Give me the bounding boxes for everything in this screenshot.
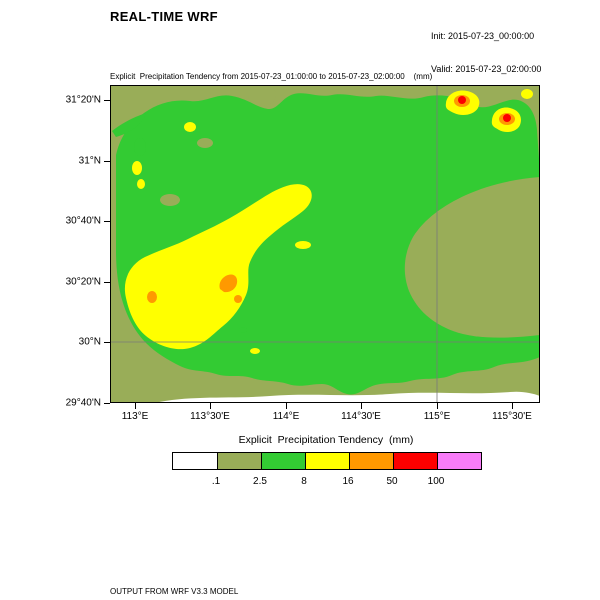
y-axis-tick-mark	[104, 220, 110, 222]
map-region-orange-cell-sw-1	[147, 291, 157, 303]
colorbar-tick-label: 8	[301, 476, 307, 487]
y-axis-tick-label: 30°N	[78, 336, 101, 348]
map-region-green-streak-nw-2	[134, 138, 146, 156]
y-axis-tick-label: 31°N	[78, 155, 101, 167]
map-region-olive-speck-nw-1	[160, 194, 180, 206]
map-region-yellow-speck-s	[250, 348, 260, 354]
map-region-yellow-spot-n	[184, 122, 196, 132]
y-axis-tick-label: 30°20'N	[65, 276, 101, 288]
colorbar-swatch-green	[261, 453, 305, 469]
x-axis-tick-label: 114°E	[272, 411, 300, 422]
x-axis-tick-mark	[134, 403, 136, 409]
colorbar-title: Explicit Precipitation Tendency (mm)	[238, 434, 414, 446]
x-axis-tick-label: 115°E	[423, 411, 451, 422]
y-axis-tick-label: 30°40'N	[65, 215, 101, 227]
map-region-olive-top-notch	[248, 85, 276, 106]
page-title: REAL-TIME WRF	[110, 9, 218, 24]
y-axis-tick-mark	[104, 402, 110, 404]
colorbar	[172, 452, 482, 470]
x-axis-tick-mark	[436, 403, 438, 409]
map-region-red-cell-ne-1	[458, 96, 466, 104]
plot-area: 31°20'N 31°N 30°40'N 30°20'N 30°N 29°40'N 113°…	[66, 85, 540, 422]
map-region-orange-cell-sw-2	[219, 274, 238, 293]
subtitle-line-explicit: Explicit Precipitation Tendency from 201…	[110, 72, 433, 81]
map-region-green-streak-nw-1	[112, 113, 146, 137]
map-svg	[110, 85, 540, 403]
colorbar-tick-label: 50	[386, 476, 398, 487]
colorbar-swatch-magenta	[437, 453, 481, 469]
x-axis-tick-mark	[360, 403, 362, 409]
colorbar-swatch-orange	[349, 453, 393, 469]
footer-model-line: OUTPUT FROM WRF V3.3 MODEL	[110, 587, 239, 596]
x-axis-tick-label: 115°30'E	[492, 411, 532, 422]
x-axis-tick-mark	[209, 403, 211, 409]
colorbar-swatch-white	[173, 453, 217, 469]
valid-time-label: Valid: 2015-07-23_02:00:00	[431, 64, 542, 74]
init-time-label: Init: 2015-07-23_00:00:00	[431, 31, 535, 41]
y-axis-tick-mark	[104, 160, 110, 162]
map-regions	[112, 85, 540, 403]
map-region-yellow-spot-nw-1	[132, 161, 142, 175]
colorbar-legend: Explicit Precipitation Tendency (mm) .1 2…	[172, 434, 482, 489]
map-region-olive-right-lobe	[404, 177, 540, 338]
map-region-yellow-spot-nw-2	[137, 179, 145, 189]
colorbar-swatch-olive	[217, 453, 261, 469]
colorbar-swatch-red	[393, 453, 437, 469]
x-axis-tick-mark	[285, 403, 287, 409]
map-region-yellow-main-band	[124, 184, 312, 350]
y-axis-tick-mark	[104, 281, 110, 283]
map-region-red-cell-ne-2	[503, 114, 511, 122]
colorbar-tick-label: .1	[211, 476, 221, 487]
x-axis-tick-label: 113°30'E	[190, 411, 230, 422]
y-axis-tick-mark	[104, 99, 110, 101]
y-axis-tick-mark	[104, 341, 110, 343]
colorbar-tick-label: 2.5	[253, 476, 267, 487]
y-axis-tick-label: 29°40'N	[65, 397, 101, 409]
colorbar-labels: .1 2.5 8 16 50 100	[172, 476, 480, 489]
map-region-olive-speck-nw-2	[197, 138, 213, 148]
x-axis-tick-label: 114°30'E	[341, 411, 381, 422]
map-frame	[110, 85, 540, 403]
map-region-yellow-patch-ne-3	[521, 89, 533, 99]
colorbar-tick-label: 16	[342, 476, 354, 487]
footer-block: OUTPUT FROM WRF V3.3 MODEL WE = 94 ; SN …	[110, 566, 416, 600]
run-times: Init: 2015-07-23_00:00:00 Valid: 2015-07…	[431, 9, 541, 97]
y-axis-tick-label: 31°20'N	[65, 94, 101, 106]
map-region-yellow-arm-streak	[295, 241, 311, 249]
x-axis-tick-mark	[511, 403, 513, 409]
map-region-green-speck-in-yellow	[239, 327, 247, 333]
colorbar-tick-label: 100	[427, 476, 445, 487]
map-region-orange-cell-sw-3	[234, 295, 242, 303]
x-axis-tick-label: 113°E	[121, 411, 149, 422]
map-region-pale-bottom-band	[154, 391, 540, 403]
colorbar-swatch-yellow	[305, 453, 349, 469]
map-gridlines	[110, 85, 540, 403]
